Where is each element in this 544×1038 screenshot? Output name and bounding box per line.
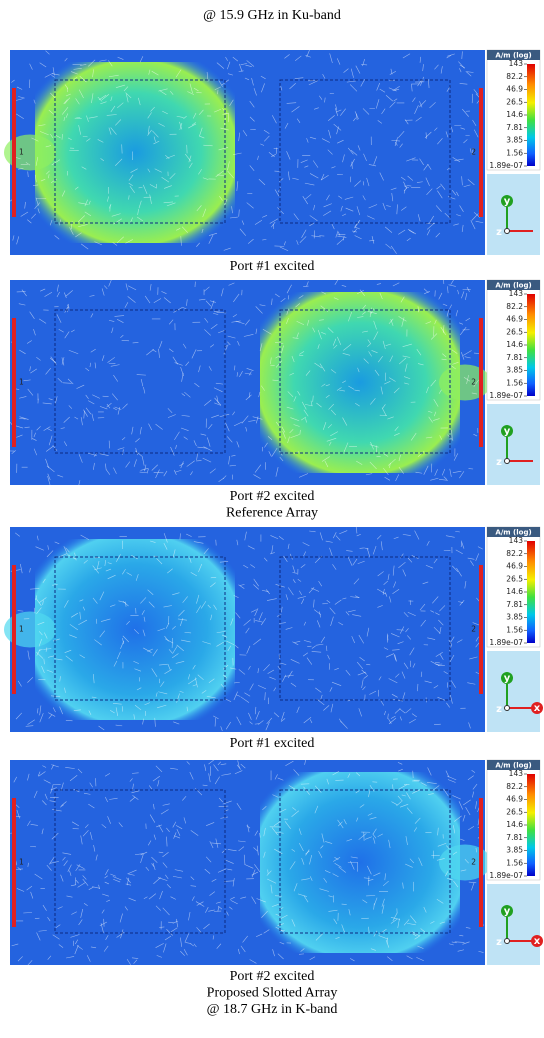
port-label: 2: [471, 625, 476, 634]
colorbar-tick-label: 1.89e-07: [489, 161, 523, 170]
axis-label: z: [496, 227, 502, 238]
port-label: 1: [19, 858, 24, 867]
colorbar-tick-label: 3.85: [506, 366, 523, 375]
port-label: 1: [19, 378, 24, 387]
port-bar: [12, 88, 16, 217]
colorbar: [527, 294, 535, 396]
page: @ 15.9 GHz in Ku-band 12A/m (log)14382.2…: [0, 0, 544, 1038]
port-bar: [479, 565, 483, 694]
colorbar-tick-label: 14.6: [506, 587, 523, 596]
axis-label: z: [496, 457, 502, 468]
figure: @ 15.9 GHz in Ku-band 12A/m (log)14382.2…: [0, 0, 544, 1038]
axis-label: y: [504, 196, 511, 207]
caption: Port #1 excited: [230, 736, 315, 751]
axis-label: y: [504, 426, 511, 437]
axis-label: x: [534, 703, 541, 714]
colorbar-tick-label: 143: [509, 769, 524, 778]
colorbar-tick-label: 82.2: [506, 549, 523, 558]
caption: Port #2 excited: [230, 969, 315, 984]
caption: Port #1 excited: [230, 259, 315, 274]
feed-hotspot: [439, 365, 491, 401]
colorbar-tick-label: 82.2: [506, 302, 523, 311]
axis-label: y: [504, 673, 511, 684]
field-panel: 12A/m (log)14382.246.926.514.67.813.851.…: [4, 524, 543, 732]
port-label: 1: [19, 625, 24, 634]
port-bar: [12, 798, 16, 927]
colorbar-tick-label: 143: [509, 536, 524, 545]
caption: Port #2 excited: [230, 489, 315, 504]
port-label: 2: [471, 378, 476, 387]
feed-hotspot: [439, 845, 491, 881]
axis-triad-panel: [487, 651, 540, 732]
axis-origin: [505, 939, 510, 944]
colorbar-tick-label: 7.81: [506, 833, 523, 842]
port-bar: [479, 88, 483, 217]
field-panel: 12A/m (log)14382.246.926.514.67.813.851.…: [10, 758, 543, 967]
colorbar: [527, 774, 535, 876]
colorbar-tick-label: 26.5: [506, 807, 523, 816]
caption: Reference Array: [226, 506, 318, 521]
field-panel: 12A/m (log)14382.246.926.514.67.813.851.…: [9, 275, 540, 488]
colorbar-tick-label: 14.6: [506, 110, 523, 119]
port-bar: [479, 318, 483, 447]
colorbar-tick-label: 46.9: [506, 562, 523, 571]
port-bar: [479, 798, 483, 927]
colorbar-tick-label: 46.9: [506, 315, 523, 324]
colorbar-tick-label: 14.6: [506, 820, 523, 829]
axis-origin: [505, 459, 510, 464]
port-bar: [12, 565, 16, 694]
colorbar-tick-label: 46.9: [506, 795, 523, 804]
colorbar-tick-label: 1.89e-07: [489, 871, 523, 880]
colorbar-tick-label: 26.5: [506, 97, 523, 106]
axis-label: z: [496, 937, 502, 948]
colorbar-tick-label: 7.81: [506, 600, 523, 609]
colorbar-tick-label: 3.85: [506, 136, 523, 145]
colorbar: [527, 541, 535, 643]
axis-label: y: [504, 906, 511, 917]
colorbar-tick-label: 46.9: [506, 85, 523, 94]
figure-title: @ 15.9 GHz in Ku-band: [203, 8, 341, 23]
colorbar-tick-label: 1.56: [506, 148, 523, 157]
hotspot: [35, 62, 235, 243]
axis-triad-panel: [487, 884, 540, 965]
axis-triad-panel: [487, 404, 540, 485]
port-label: 2: [471, 858, 476, 867]
port-bar: [12, 318, 16, 447]
colorbar-tick-label: 1.89e-07: [489, 638, 523, 647]
hotspot: [35, 539, 235, 720]
colorbar-tick-label: 143: [509, 289, 524, 298]
axis-triad-panel: [487, 174, 540, 255]
colorbar-tick-label: 7.81: [506, 353, 523, 362]
colorbar-tick-label: 1.89e-07: [489, 391, 523, 400]
feed-hotspot: [4, 612, 56, 648]
port-label: 1: [19, 148, 24, 157]
port-label: 2: [471, 148, 476, 157]
colorbar-tick-label: 1.56: [506, 625, 523, 634]
caption: @ 18.7 GHz in K-band: [207, 1002, 338, 1017]
colorbar-tick-label: 82.2: [506, 782, 523, 791]
colorbar-tick-label: 26.5: [506, 327, 523, 336]
axis-origin: [505, 706, 510, 711]
field-panel: 12A/m (log)14382.246.926.514.67.813.851.…: [4, 50, 540, 255]
colorbar-tick-label: 143: [509, 59, 524, 68]
colorbar-tick-label: 1.56: [506, 378, 523, 387]
colorbar-tick-label: 3.85: [506, 613, 523, 622]
colorbar-tick-label: 3.85: [506, 846, 523, 855]
colorbar-tick-label: 1.56: [506, 858, 523, 867]
colorbar-tick-label: 7.81: [506, 123, 523, 132]
axis-label: z: [496, 704, 502, 715]
caption: Proposed Slotted Array: [207, 986, 338, 1001]
colorbar: [527, 64, 535, 166]
axis-origin: [505, 229, 510, 234]
colorbar-tick-label: 26.5: [506, 574, 523, 583]
hotspot: [260, 772, 460, 953]
colorbar-tick-label: 82.2: [506, 72, 523, 81]
colorbar-tick-label: 14.6: [506, 340, 523, 349]
hotspot: [260, 292, 460, 473]
axis-label: x: [534, 936, 541, 947]
